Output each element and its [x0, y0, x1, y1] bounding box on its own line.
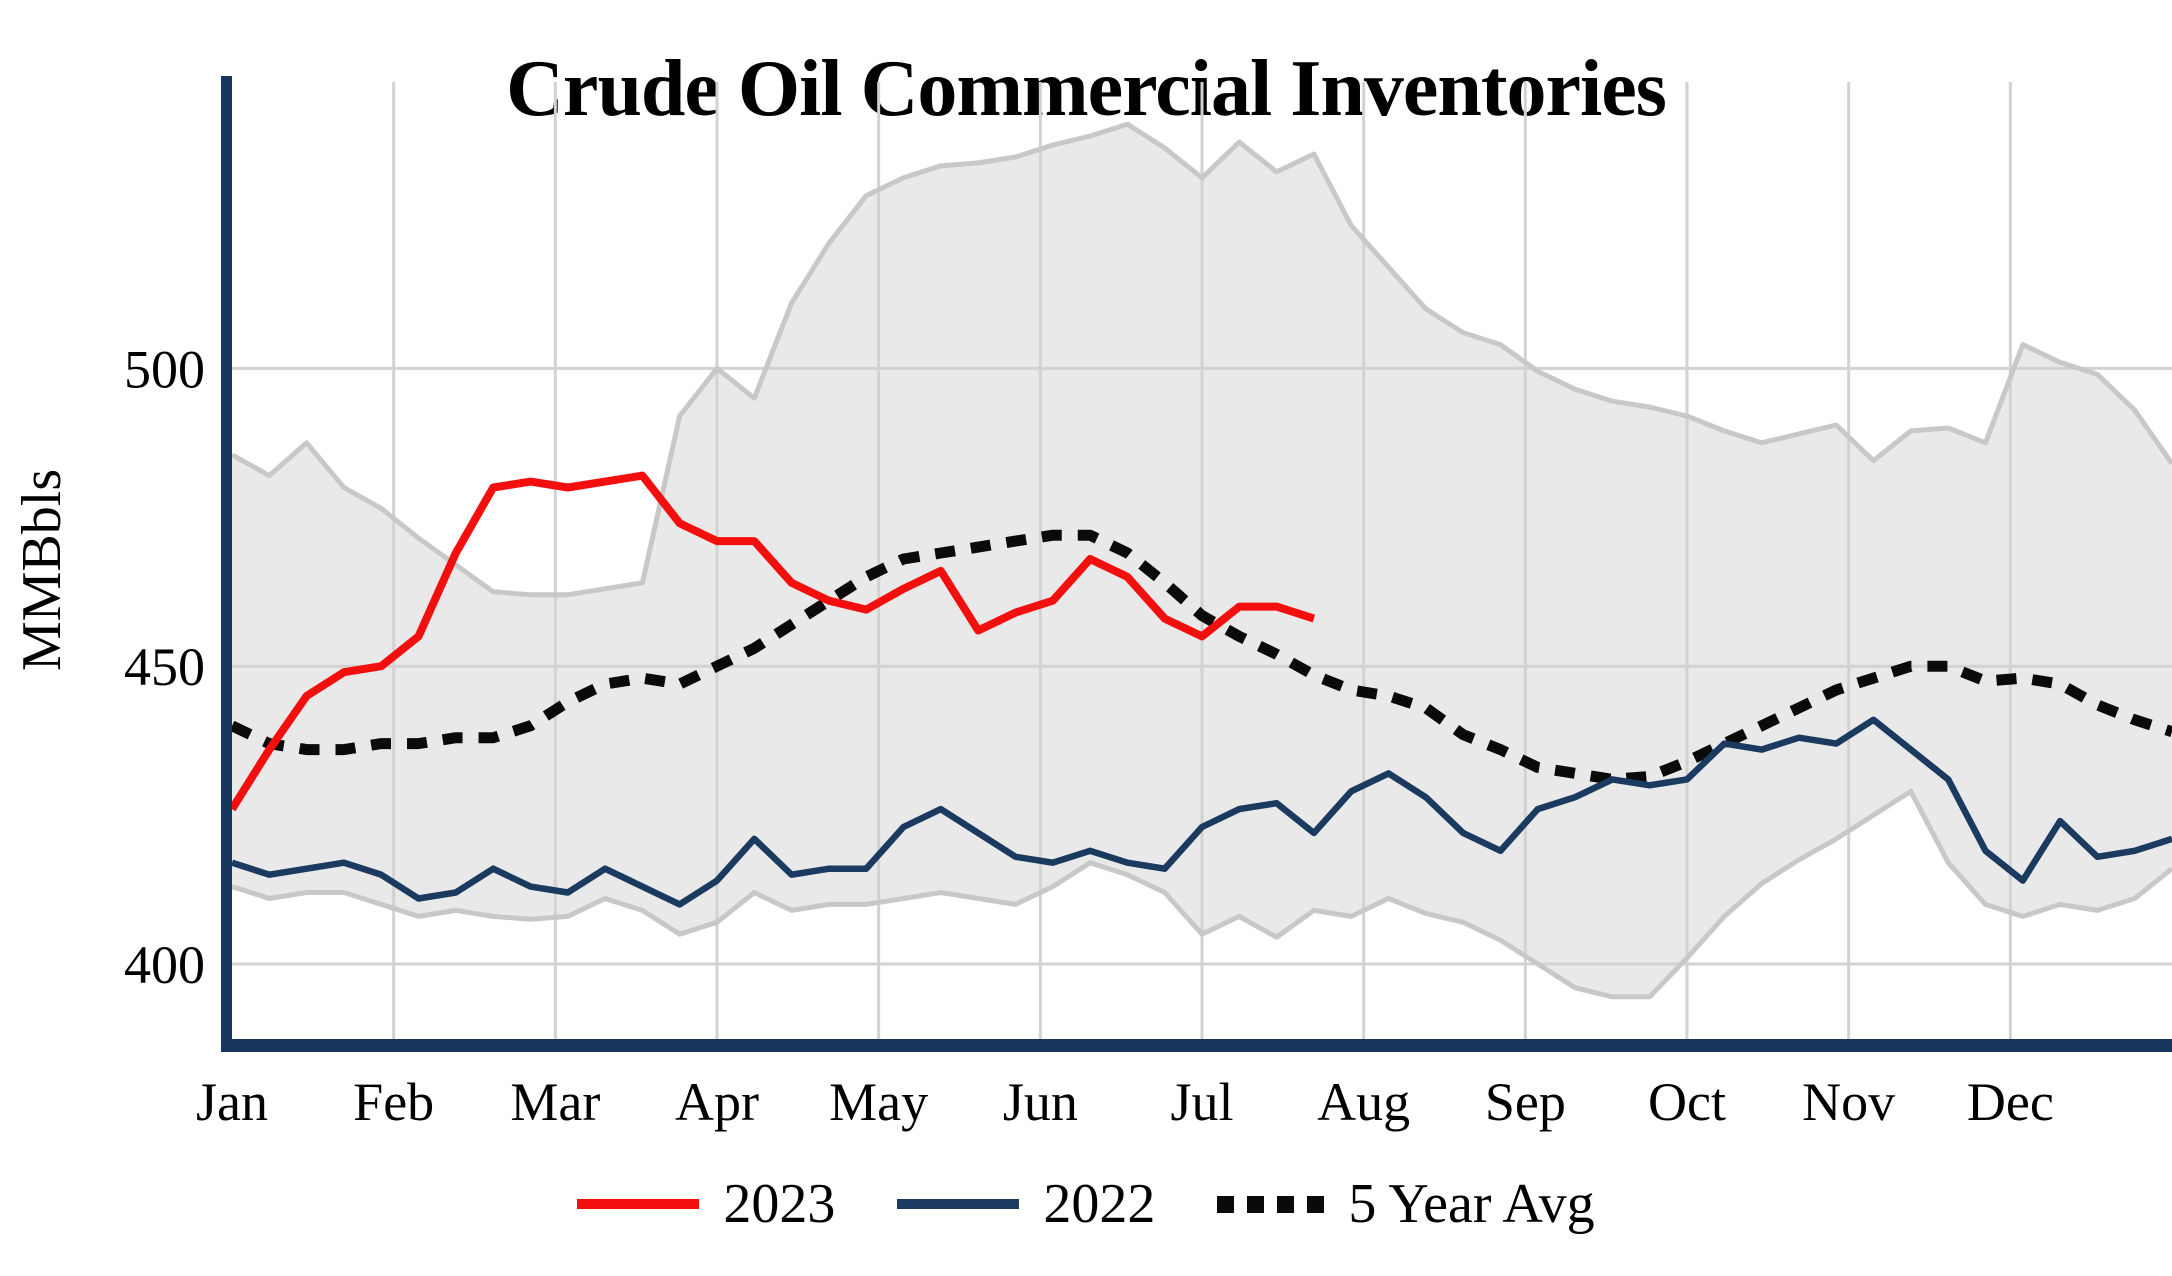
x-axis-line — [221, 1039, 2172, 1052]
band-lower-edge — [231, 788, 2172, 1000]
x-tick-label-Oct: Oct — [1648, 1072, 1726, 1132]
series-line-2022 — [231, 716, 2172, 908]
legend-label-5-year-avg: 5 Year Avg — [1348, 1173, 1595, 1235]
x-tick-labels: Jan Feb Mar Apr May Jun Jul Aug Sep Oct Nov Dec — [196, 1072, 2054, 1132]
x-tick-label-Feb: Feb — [353, 1072, 434, 1132]
legend-dotted-line-icon — [1217, 1195, 1325, 1213]
x-tick-label-Nov: Nov — [1802, 1072, 1895, 1132]
series-line-2023 — [228, 471, 1316, 812]
x-tick-label-Sep: Sep — [1485, 1072, 1566, 1132]
series-lines — [228, 471, 2172, 908]
axes — [221, 76, 2172, 1052]
gridlines — [226, 82, 2172, 1039]
series-line-5-year-avg — [229, 529, 2172, 785]
legend-line-2022-icon — [897, 1199, 1020, 1209]
legend-label-2023: 2023 — [723, 1173, 836, 1235]
x-tick-label-May: May — [829, 1072, 928, 1132]
band-upper-edge — [230, 121, 2172, 598]
x-tick-label-Jun: Jun — [1003, 1072, 1078, 1132]
x-tick-label-Dec: Dec — [1967, 1072, 2054, 1132]
band-edges — [230, 121, 2172, 1000]
y-tick-label-450: 450 — [124, 637, 205, 697]
y-tick-label-400: 400 — [124, 935, 205, 995]
y-tick-label-500: 500 — [124, 339, 205, 399]
legend-label-2022: 2022 — [1043, 1173, 1156, 1235]
x-tick-label-Jul: Jul — [1170, 1072, 1233, 1132]
chart-title: Crude Oil Commercial Inventories — [506, 44, 1667, 133]
legend-item-5-year-avg: 5 Year Avg — [1217, 1172, 1595, 1236]
legend-item-2022: 2022 — [897, 1172, 1155, 1236]
x-tick-label-Mar: Mar — [510, 1072, 600, 1132]
x-tick-label-Apr: Apr — [675, 1072, 759, 1132]
legend: 2023 2022 5 Year Avg — [0, 1172, 2172, 1236]
y-tick-labels: 500 450 400 — [124, 339, 205, 995]
x-tick-label-Aug: Aug — [1317, 1072, 1410, 1132]
y-axis-line — [221, 76, 232, 1052]
legend-line-2023-icon — [577, 1199, 700, 1209]
x-tick-label-Jan: Jan — [196, 1072, 268, 1132]
legend-item-2023: 2023 — [577, 1172, 835, 1236]
